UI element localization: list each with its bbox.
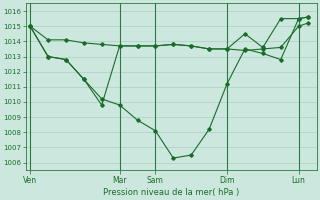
X-axis label: Pression niveau de la mer( hPa ): Pression niveau de la mer( hPa ) bbox=[103, 188, 239, 197]
